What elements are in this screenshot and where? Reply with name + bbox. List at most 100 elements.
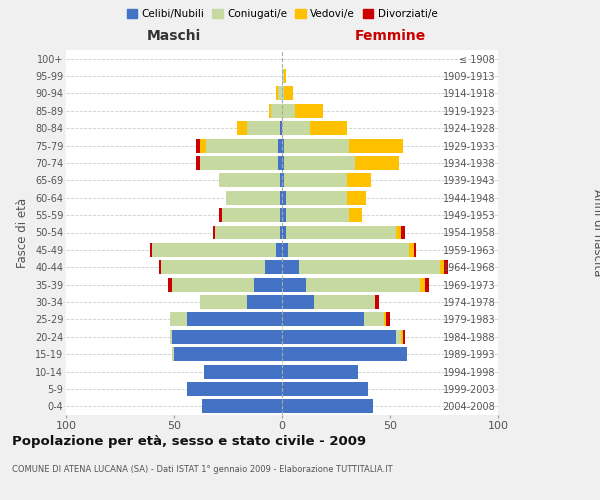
Bar — [220, 174, 280, 188]
Bar — [247, 122, 280, 135]
Bar — [284, 156, 355, 170]
Bar — [282, 278, 306, 291]
Bar — [282, 295, 314, 309]
Bar — [444, 260, 448, 274]
Bar — [280, 226, 282, 239]
Bar — [282, 191, 286, 204]
Bar — [247, 295, 282, 309]
Bar — [221, 208, 280, 222]
Bar — [282, 156, 284, 170]
Bar — [349, 208, 362, 222]
Bar — [278, 86, 282, 101]
Bar — [282, 312, 364, 326]
Bar — [314, 295, 375, 309]
Bar — [282, 330, 397, 344]
Text: Popolazione per età, sesso e stato civile - 2009: Popolazione per età, sesso e stato civil… — [12, 435, 366, 448]
Bar — [397, 330, 401, 344]
Text: COMUNE DI ATENA LUCANA (SA) - Dati ISTAT 1° gennaio 2009 - Elaborazione TUTTITAL: COMUNE DI ATENA LUCANA (SA) - Dati ISTAT… — [12, 465, 392, 474]
Text: Anni di nascita: Anni di nascita — [590, 189, 600, 276]
Bar — [284, 69, 286, 83]
Bar — [271, 104, 282, 118]
Bar — [280, 191, 282, 204]
Bar — [206, 138, 278, 152]
Text: Femmine: Femmine — [355, 28, 425, 42]
Bar — [282, 400, 373, 413]
Bar — [278, 156, 282, 170]
Bar — [310, 122, 347, 135]
Bar — [282, 347, 407, 361]
Bar — [440, 260, 444, 274]
Bar — [409, 243, 414, 257]
Bar — [236, 122, 247, 135]
Bar — [282, 86, 284, 101]
Bar — [282, 226, 286, 239]
Bar — [401, 330, 403, 344]
Bar — [280, 122, 282, 135]
Bar — [282, 69, 284, 83]
Bar — [275, 243, 282, 257]
Bar — [187, 382, 282, 396]
Bar — [284, 174, 347, 188]
Bar — [286, 191, 347, 204]
Bar — [152, 243, 275, 257]
Bar — [172, 347, 174, 361]
Bar — [200, 295, 247, 309]
Bar — [187, 312, 282, 326]
Bar — [254, 278, 282, 291]
Bar — [213, 226, 215, 239]
Bar — [226, 191, 280, 204]
Bar — [265, 260, 282, 274]
Bar — [355, 156, 398, 170]
Bar — [282, 382, 368, 396]
Bar — [286, 226, 397, 239]
Bar — [200, 138, 206, 152]
Bar — [282, 174, 284, 188]
Bar — [420, 278, 425, 291]
Bar — [282, 364, 358, 378]
Bar — [280, 208, 282, 222]
Bar — [174, 347, 282, 361]
Bar — [295, 104, 323, 118]
Bar — [299, 260, 440, 274]
Bar — [306, 278, 420, 291]
Bar — [220, 208, 221, 222]
Bar — [401, 226, 405, 239]
Y-axis label: Fasce di età: Fasce di età — [16, 198, 29, 268]
Bar — [280, 174, 282, 188]
Bar — [282, 260, 299, 274]
Bar — [269, 104, 271, 118]
Bar — [170, 330, 172, 344]
Bar — [278, 138, 282, 152]
Bar — [375, 295, 379, 309]
Bar — [282, 208, 286, 222]
Bar — [170, 312, 187, 326]
Text: Maschi: Maschi — [147, 28, 201, 42]
Bar — [196, 138, 200, 152]
Bar — [275, 86, 278, 101]
Bar — [383, 312, 386, 326]
Bar — [200, 156, 278, 170]
Bar — [347, 174, 371, 188]
Bar — [414, 243, 416, 257]
Bar — [397, 226, 401, 239]
Bar — [364, 312, 383, 326]
Bar — [282, 243, 289, 257]
Bar — [286, 208, 349, 222]
Bar — [196, 156, 200, 170]
Bar — [284, 86, 293, 101]
Bar — [282, 138, 284, 152]
Bar — [347, 191, 366, 204]
Bar — [289, 243, 409, 257]
Bar — [425, 278, 429, 291]
Bar — [282, 104, 295, 118]
Bar — [161, 260, 265, 274]
Bar — [282, 122, 310, 135]
Bar — [403, 330, 405, 344]
Bar — [386, 312, 390, 326]
Bar — [159, 260, 161, 274]
Bar — [172, 278, 254, 291]
Bar — [150, 243, 152, 257]
Bar — [284, 138, 349, 152]
Bar — [202, 400, 282, 413]
Bar — [215, 226, 280, 239]
